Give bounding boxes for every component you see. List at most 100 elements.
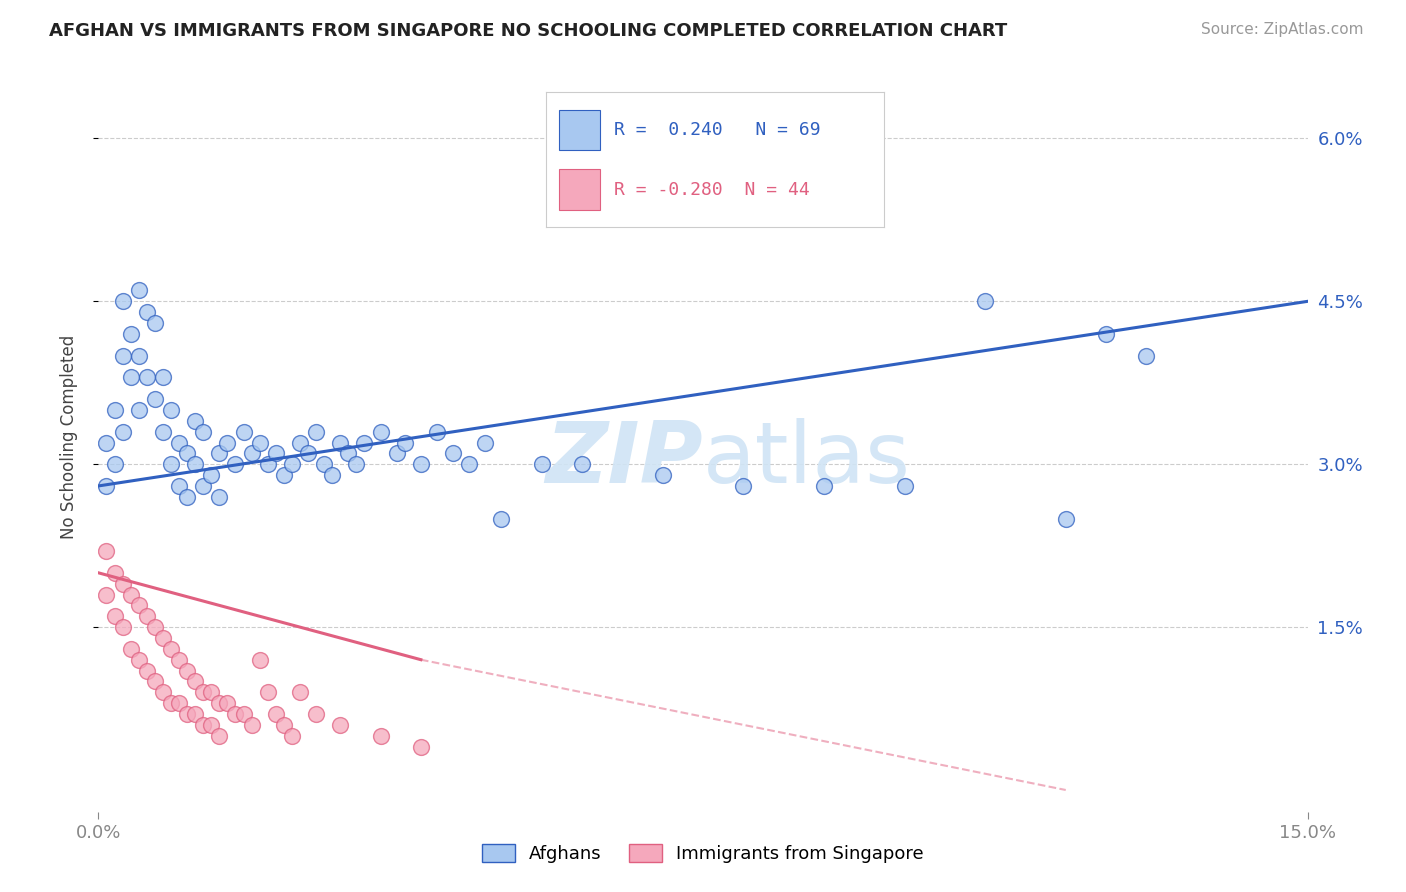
- Point: [120, 641, 142, 656]
- Point: [256, 685, 278, 699]
- Y-axis label: No Schooling Completed: No Schooling Completed: [59, 335, 77, 539]
- Point: [103, 566, 125, 580]
- Point: [240, 446, 263, 460]
- Point: [353, 435, 375, 450]
- Point: [217, 435, 239, 450]
- Point: [184, 706, 207, 721]
- Point: [249, 653, 271, 667]
- Point: [1135, 349, 1157, 363]
- Point: [184, 674, 207, 689]
- Point: [167, 479, 190, 493]
- Point: [135, 664, 157, 678]
- Point: [305, 706, 328, 721]
- Point: [288, 685, 311, 699]
- Point: [111, 294, 134, 309]
- Point: [208, 446, 231, 460]
- Point: [167, 435, 190, 450]
- Point: [111, 425, 134, 439]
- Point: [120, 326, 142, 341]
- Point: [96, 544, 118, 558]
- Text: atlas: atlas: [703, 418, 911, 501]
- Point: [344, 457, 367, 471]
- Point: [167, 653, 190, 667]
- Point: [733, 479, 755, 493]
- Point: [200, 468, 222, 483]
- Point: [160, 457, 183, 471]
- Point: [974, 294, 997, 309]
- Point: [135, 305, 157, 319]
- Point: [208, 490, 231, 504]
- Point: [426, 425, 449, 439]
- Point: [160, 696, 183, 710]
- Text: Source: ZipAtlas.com: Source: ZipAtlas.com: [1201, 22, 1364, 37]
- Point: [370, 425, 392, 439]
- Point: [184, 457, 207, 471]
- Point: [491, 511, 513, 525]
- Point: [474, 435, 496, 450]
- Point: [337, 446, 360, 460]
- Point: [893, 479, 915, 493]
- Point: [409, 739, 432, 754]
- Point: [120, 588, 142, 602]
- Point: [111, 349, 134, 363]
- Point: [128, 653, 150, 667]
- Point: [217, 696, 239, 710]
- Point: [273, 468, 295, 483]
- Point: [571, 457, 593, 471]
- Point: [612, 164, 634, 178]
- Point: [160, 641, 183, 656]
- Point: [128, 403, 150, 417]
- Point: [288, 435, 311, 450]
- Point: [135, 609, 157, 624]
- Point: [143, 620, 166, 634]
- Point: [103, 609, 125, 624]
- Point: [297, 446, 319, 460]
- Point: [813, 479, 835, 493]
- Point: [193, 479, 215, 493]
- Point: [103, 403, 125, 417]
- Point: [167, 696, 190, 710]
- Point: [329, 718, 352, 732]
- Point: [111, 576, 134, 591]
- Point: [103, 457, 125, 471]
- Point: [184, 414, 207, 428]
- Point: [143, 392, 166, 406]
- Point: [176, 706, 198, 721]
- Point: [96, 435, 118, 450]
- Point: [152, 685, 174, 699]
- Point: [96, 588, 118, 602]
- Point: [152, 631, 174, 645]
- Point: [152, 425, 174, 439]
- Point: [200, 718, 222, 732]
- Point: [370, 729, 392, 743]
- Point: [224, 457, 246, 471]
- Text: AFGHAN VS IMMIGRANTS FROM SINGAPORE NO SCHOOLING COMPLETED CORRELATION CHART: AFGHAN VS IMMIGRANTS FROM SINGAPORE NO S…: [49, 22, 1008, 40]
- Point: [256, 457, 278, 471]
- Point: [394, 435, 416, 450]
- Point: [232, 706, 254, 721]
- Point: [135, 370, 157, 384]
- Point: [128, 284, 150, 298]
- Point: [96, 479, 118, 493]
- Point: [409, 457, 432, 471]
- Point: [224, 706, 246, 721]
- Point: [193, 718, 215, 732]
- Point: [208, 696, 231, 710]
- Point: [128, 349, 150, 363]
- Point: [264, 706, 287, 721]
- Point: [281, 729, 304, 743]
- Point: [314, 457, 336, 471]
- Point: [458, 457, 481, 471]
- Point: [240, 718, 263, 732]
- Point: [305, 425, 328, 439]
- Point: [329, 435, 352, 450]
- Point: [193, 425, 215, 439]
- Point: [176, 664, 198, 678]
- Point: [321, 468, 343, 483]
- Point: [1095, 326, 1118, 341]
- Point: [111, 620, 134, 634]
- Point: [128, 599, 150, 613]
- Point: [143, 674, 166, 689]
- Point: [200, 685, 222, 699]
- Point: [120, 370, 142, 384]
